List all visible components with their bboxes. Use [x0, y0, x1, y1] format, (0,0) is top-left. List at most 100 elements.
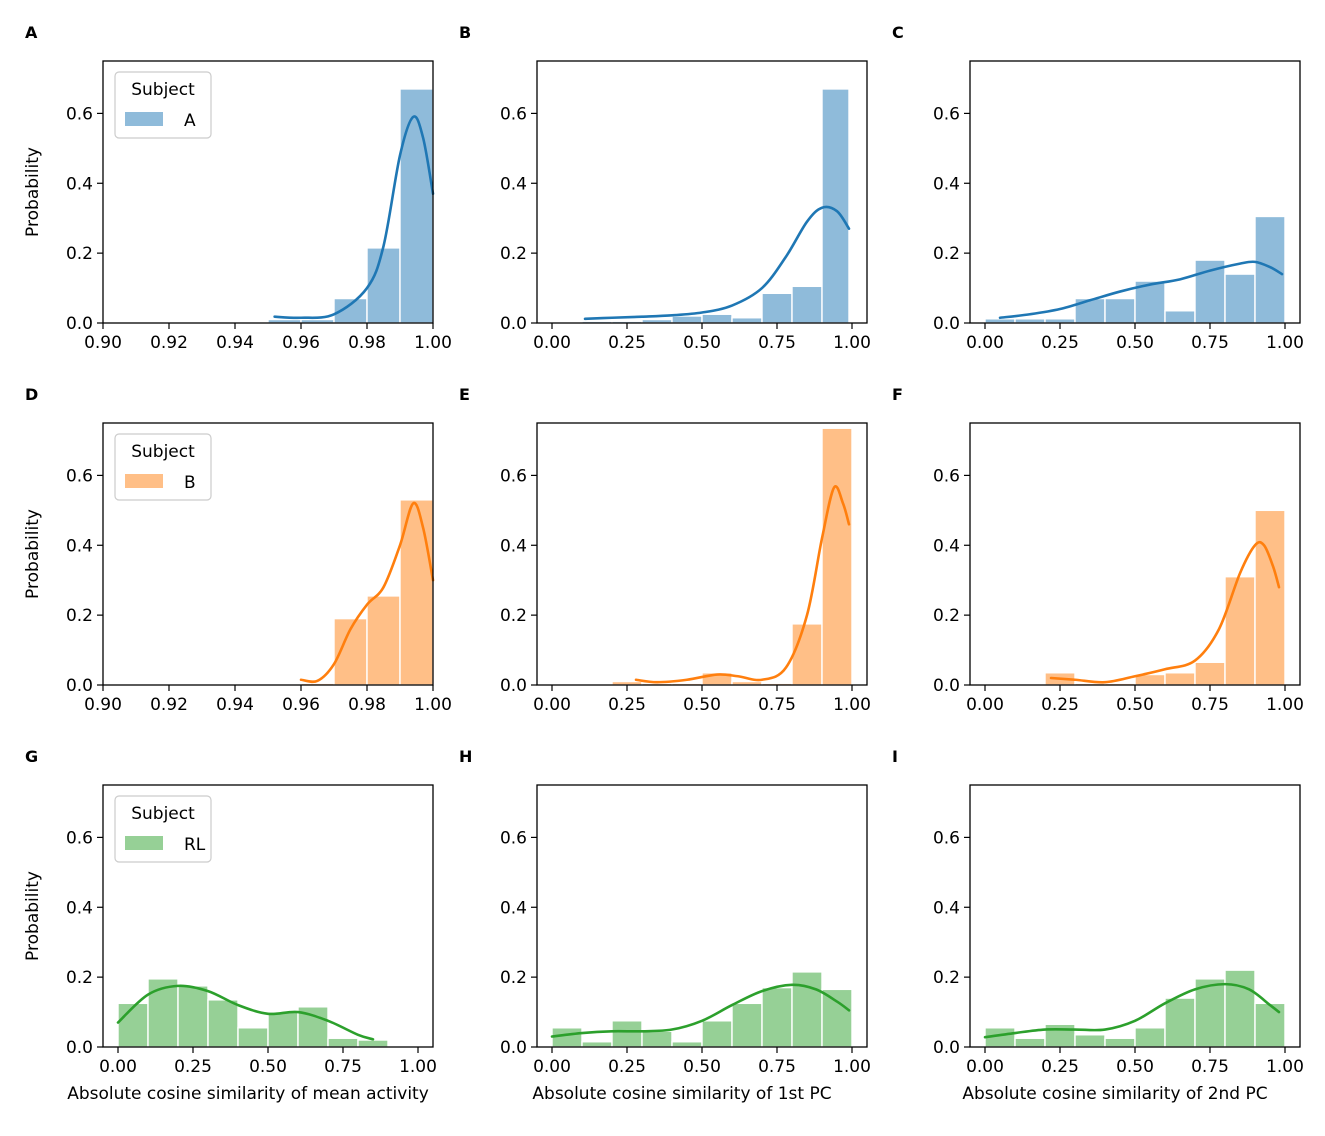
- legend-label: RL: [184, 835, 206, 855]
- y-tick-label: 0.6: [500, 828, 527, 848]
- histogram-bar: [399, 88, 434, 324]
- x-tick-label: 0.50: [683, 333, 721, 353]
- legend: Subject RL: [114, 795, 212, 863]
- histogram-bar: [791, 285, 823, 324]
- y-tick-label: 0.0: [933, 1038, 960, 1058]
- y-tick-label: 0.0: [933, 314, 960, 334]
- x-tick-label: 0.94: [216, 333, 254, 353]
- x-tick-label: 0.94: [216, 695, 254, 715]
- x-tick-label: 1.00: [1266, 695, 1304, 715]
- histogram-bar: [761, 986, 793, 1048]
- y-tick-label: 0.6: [66, 104, 93, 124]
- x-tick-label: 0.75: [1191, 695, 1229, 715]
- y-axis-label: Probability: [23, 871, 43, 961]
- axes-frame: [102, 60, 434, 324]
- y-tick-label: 0.2: [66, 968, 93, 988]
- x-tick-label: 0.50: [1116, 1057, 1154, 1077]
- y-tick-label: 0.2: [66, 606, 93, 626]
- histogram-bar: [701, 313, 733, 324]
- y-axis-label: Probability: [23, 147, 43, 237]
- histogram-bar: [731, 317, 763, 324]
- histogram-bar: [237, 1027, 269, 1048]
- x-tick-label: 0.00: [966, 1057, 1004, 1077]
- histogram-bar: [1014, 1037, 1046, 1048]
- histogram-bar: [1074, 1034, 1106, 1048]
- x-tick-label: 0.90: [84, 695, 122, 715]
- x-tick-label: 0.00: [99, 1057, 137, 1077]
- y-tick-label: 0.4: [933, 898, 960, 918]
- y-tick-label: 0.2: [933, 606, 960, 626]
- y-tick-label: 0.6: [500, 466, 527, 486]
- x-axis-label: Absolute cosine similarity of 1st PC: [532, 1084, 831, 1104]
- x-tick-label: 0.92: [150, 695, 188, 715]
- histogram-bar: [1164, 672, 1196, 686]
- y-tick-label: 0.2: [933, 244, 960, 264]
- legend-swatch: [125, 112, 163, 126]
- y-tick-label: 0.2: [500, 244, 527, 264]
- axes-frame: [536, 60, 868, 324]
- x-tick-label: 0.98: [348, 695, 386, 715]
- x-tick-label: 0.50: [249, 1057, 287, 1077]
- x-tick-label: 0.75: [758, 695, 796, 715]
- y-tick-label: 0.2: [500, 968, 527, 988]
- y-tick-label: 0.0: [933, 676, 960, 696]
- x-tick-label: 0.00: [533, 1057, 571, 1077]
- histogram-bar: [1134, 1027, 1166, 1048]
- x-tick-label: 0.90: [84, 333, 122, 353]
- x-tick-label: 1.00: [833, 1057, 871, 1077]
- y-tick-label: 0.2: [66, 244, 93, 264]
- x-tick-label: 1.00: [414, 333, 452, 353]
- histogram-bar: [117, 1002, 149, 1048]
- x-tick-label: 0.75: [758, 1057, 796, 1077]
- panel-h: H 0.00 0.25 0.50 0.75 1.00 0.0 0.2 0.4 0.6 Absolut…: [459, 747, 871, 1104]
- x-tick-label: 1.00: [833, 695, 871, 715]
- legend: Subject B: [114, 433, 212, 501]
- x-axis-label: Absolute cosine similarity of 2nd PC: [962, 1084, 1267, 1104]
- histogram-bar: [366, 595, 401, 686]
- y-tick-label: 0.0: [500, 676, 527, 696]
- panel-label: G: [25, 747, 38, 766]
- y-tick-label: 0.6: [66, 466, 93, 486]
- x-tick-label: 0.50: [1116, 333, 1154, 353]
- y-tick-label: 0.4: [933, 174, 960, 194]
- y-tick-label: 0.4: [66, 536, 93, 556]
- x-tick-label: 0.50: [1116, 695, 1154, 715]
- panel-i: I 0.00 0.25 0.50 0.75 1.00 0.0 0.2 0.4 0.6 Absolut…: [892, 747, 1304, 1104]
- y-tick-label: 0.0: [66, 1038, 93, 1058]
- x-tick-label: 1.00: [1266, 333, 1304, 353]
- panel-f: F 0.00 0.25 0.50 0.75 1.00 0.0 0.2 0.4 0.6: [892, 385, 1304, 715]
- y-tick-label: 0.4: [500, 898, 527, 918]
- histogram-bar: [1224, 969, 1256, 1048]
- histogram-bar: [1254, 509, 1286, 686]
- legend-label: B: [184, 473, 196, 493]
- x-tick-label: 0.75: [1191, 333, 1229, 353]
- x-tick-label: 1.00: [833, 333, 871, 353]
- kde-line: [983, 982, 1281, 1039]
- panel-c: C 0.00 0.25 0.50 0.75 1.00 0.0 0.2 0.4 0.6: [892, 23, 1304, 353]
- histogram-bar: [671, 1041, 703, 1048]
- histogram-bar: [267, 1011, 299, 1048]
- panel-label: C: [892, 23, 904, 42]
- x-tick-label: 1.00: [399, 1057, 437, 1077]
- x-tick-label: 1.00: [1266, 1057, 1304, 1077]
- histogram-bar: [1104, 1037, 1136, 1048]
- x-tick-label: 0.92: [150, 333, 188, 353]
- kde-line: [634, 485, 851, 684]
- kde-line: [1049, 540, 1281, 684]
- panel-label: A: [25, 23, 38, 42]
- x-tick-label: 0.98: [348, 333, 386, 353]
- panel-d: D 0.90 0.92 0.94 0.96 0.98 1.00 0.0 0.2 0.4 0.6 Pro…: [23, 385, 452, 715]
- histogram-bar: [207, 999, 239, 1048]
- histogram-bar: [581, 1041, 613, 1048]
- y-tick-label: 0.4: [66, 898, 93, 918]
- histogram-bar: [1104, 297, 1136, 324]
- panel-b: B 0.00 0.25 0.50 0.75 1.00 0.0 0.2 0.4 0.6: [459, 23, 871, 353]
- x-tick-label: 0.00: [966, 333, 1004, 353]
- x-tick-label: 0.50: [683, 695, 721, 715]
- kde-line: [116, 984, 375, 1041]
- y-tick-label: 0.0: [500, 1038, 527, 1058]
- x-tick-label: 0.25: [1041, 333, 1079, 353]
- histogram-bar: [1164, 997, 1196, 1048]
- histogram-bar: [1134, 280, 1166, 324]
